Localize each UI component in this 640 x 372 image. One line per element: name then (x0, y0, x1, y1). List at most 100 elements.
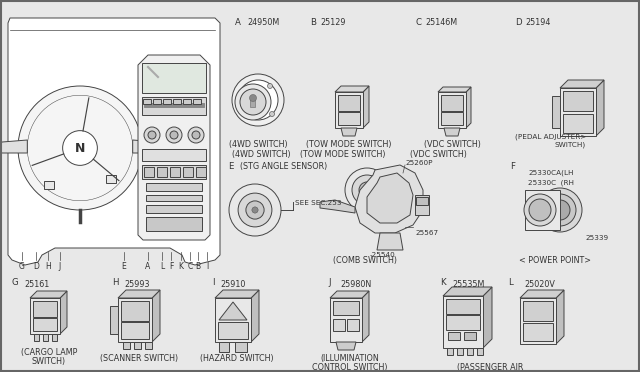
Polygon shape (110, 306, 118, 334)
Bar (123, 342, 130, 349)
Text: A: A (145, 262, 150, 271)
Bar (44, 181, 54, 189)
Circle shape (238, 193, 272, 227)
Bar (30, 298, 60, 334)
Bar (146, 195, 202, 201)
Text: G: G (12, 278, 19, 287)
Text: D: D (515, 18, 522, 27)
Text: 25330C  (RH: 25330C (RH (528, 180, 574, 186)
Text: (VDC SWITCH): (VDC SWITCH) (424, 140, 481, 149)
Text: I: I (212, 278, 214, 287)
Polygon shape (215, 290, 259, 298)
Bar (250, 98, 255, 107)
Bar (457, 348, 463, 355)
Text: L: L (160, 262, 164, 271)
Circle shape (144, 127, 160, 143)
Text: K: K (179, 262, 184, 271)
Text: -25540: -25540 (370, 252, 396, 258)
Bar (560, 88, 596, 136)
Text: 25339: 25339 (585, 235, 608, 241)
Polygon shape (556, 290, 564, 344)
Polygon shape (132, 140, 161, 153)
Circle shape (252, 207, 258, 213)
Text: F: F (510, 162, 515, 171)
Text: 25567: 25567 (415, 230, 438, 236)
Polygon shape (320, 200, 355, 213)
Bar (142, 63, 206, 93)
Text: 25129: 25129 (320, 18, 346, 27)
Polygon shape (362, 291, 369, 342)
Text: (ILLUMINATION: (ILLUMINATION (321, 354, 380, 363)
Circle shape (170, 131, 178, 139)
Bar (146, 205, 202, 213)
Bar (145, 342, 152, 349)
Text: H: H (45, 262, 51, 271)
Polygon shape (438, 87, 471, 92)
Circle shape (188, 127, 204, 143)
Bar (121, 322, 149, 339)
Bar (448, 332, 460, 340)
Polygon shape (335, 86, 369, 92)
Bar (523, 323, 553, 341)
Text: 25194: 25194 (525, 18, 550, 27)
Polygon shape (363, 86, 369, 128)
Bar (446, 315, 480, 330)
Polygon shape (336, 342, 356, 350)
Bar (173, 99, 181, 104)
Text: B: B (195, 262, 200, 271)
Text: J: J (328, 278, 330, 287)
Polygon shape (596, 80, 604, 136)
Text: 25535M: 25535M (452, 280, 484, 289)
Bar (338, 112, 360, 125)
Text: C: C (188, 262, 193, 271)
Circle shape (232, 74, 284, 126)
Text: A: A (235, 18, 241, 27)
Circle shape (524, 194, 556, 226)
Bar (163, 99, 171, 104)
Text: 25260P: 25260P (405, 160, 433, 166)
Circle shape (359, 182, 375, 198)
Polygon shape (8, 18, 220, 265)
Circle shape (166, 127, 182, 143)
Bar (146, 217, 202, 231)
Circle shape (250, 94, 257, 102)
Circle shape (235, 84, 271, 120)
Circle shape (544, 194, 576, 226)
Text: E: E (122, 262, 126, 271)
Bar (146, 183, 202, 191)
Polygon shape (152, 290, 160, 342)
Bar (443, 296, 483, 348)
Polygon shape (30, 291, 67, 298)
Polygon shape (560, 80, 604, 88)
Bar (563, 114, 593, 133)
Text: 25330CA(LH: 25330CA(LH (528, 170, 573, 176)
Bar (523, 301, 553, 321)
Bar (447, 348, 453, 355)
Text: (SCANNER SWITCH): (SCANNER SWITCH) (100, 354, 178, 363)
Bar (134, 342, 141, 349)
Text: F: F (169, 262, 173, 271)
Bar (121, 301, 149, 321)
Bar (464, 332, 476, 340)
Text: (COMB SWITCH): (COMB SWITCH) (333, 256, 397, 265)
Circle shape (550, 200, 570, 220)
Circle shape (148, 131, 156, 139)
Text: 25146M: 25146M (425, 18, 457, 27)
Text: L: L (508, 278, 513, 287)
Bar (170, 167, 180, 177)
Bar (416, 197, 428, 205)
Text: CONTROL SWITCH): CONTROL SWITCH) (312, 363, 388, 372)
Bar (142, 165, 206, 179)
Text: 25910: 25910 (220, 280, 245, 289)
Text: D: D (33, 262, 39, 271)
Bar (335, 92, 363, 128)
Circle shape (229, 184, 281, 236)
Bar (467, 348, 473, 355)
Bar (525, 190, 560, 230)
Text: (4WD SWITCH): (4WD SWITCH) (228, 140, 287, 149)
Text: 25161: 25161 (24, 280, 49, 289)
Text: 25993: 25993 (124, 280, 150, 289)
Text: N: N (75, 141, 85, 154)
Bar (563, 91, 593, 111)
Circle shape (240, 89, 266, 115)
